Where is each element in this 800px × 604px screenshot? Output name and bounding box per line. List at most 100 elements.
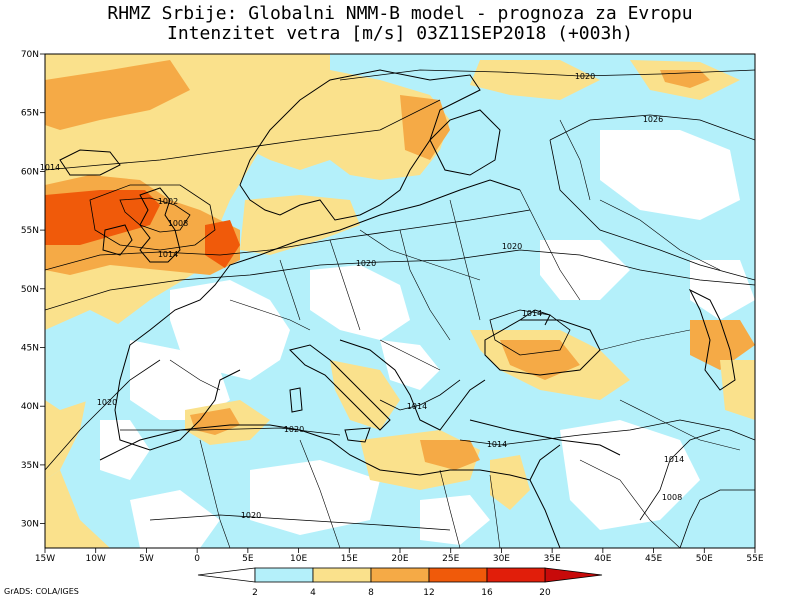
wind-zone-0-2-atlantic	[100, 420, 150, 480]
colorbar-swatch	[370, 567, 430, 583]
lon-tick-label: 50E	[696, 554, 713, 564]
isobar-label: 1008	[662, 493, 682, 502]
coastline-crimea	[519, 309, 551, 326]
wind-zone-0-2-iberia	[130, 340, 230, 420]
isobar-label: 1014	[522, 309, 542, 318]
border-segment	[449, 199, 481, 321]
isobar-label: 1020	[241, 511, 261, 520]
lat-tick-label: 35N	[21, 461, 39, 471]
wind-zone-0-2-sahara	[250, 460, 380, 535]
coastline-turkey-south	[469, 419, 621, 456]
wind-zone-0-2-russia	[600, 130, 740, 220]
isobar-label: 1014	[407, 402, 427, 411]
lon-tick-label: 5E	[242, 554, 254, 564]
coastline-sicily	[344, 427, 371, 443]
border-segment	[599, 329, 691, 351]
isobar-label: 1002	[158, 197, 178, 206]
wind-zone-8-12-gulf-bothnia	[400, 95, 450, 160]
isobar-labels: 1020 1026 1002 1008 1014 1020 1020 1014 …	[40, 72, 684, 520]
isobar-line	[45, 209, 531, 271]
isobar-label: 1008	[168, 219, 188, 228]
colorbar-swatch	[428, 567, 488, 583]
isobar-label: 1014	[40, 163, 60, 172]
lon-tick-label: 10W	[86, 554, 106, 564]
border-segment	[329, 239, 361, 331]
border-segment	[439, 469, 461, 548]
wind-zone-0-2-france	[170, 280, 290, 380]
isobar-line	[339, 69, 755, 81]
lon-tick-label: 55E	[746, 554, 763, 564]
border-segment	[299, 439, 341, 548]
lon-tick-label: 25E	[442, 554, 459, 564]
isobar-label: 1020	[356, 259, 376, 268]
map-title: RHMZ Srbije: Globalni NMM-B model - prog…	[107, 3, 693, 24]
wind-zone-0-2-ukraine	[540, 240, 630, 300]
wind-zone-0-2-africa-w	[130, 490, 220, 548]
wind-zone-4-8-denmark	[240, 195, 360, 255]
colorbar-label: 20	[539, 588, 551, 598]
lon-tick-label: 45E	[645, 554, 662, 564]
wind-zone-0-2-middle-east	[560, 420, 700, 530]
lat-tick-label: 60N	[21, 167, 39, 177]
wind-zone-8-12-north-atlantic	[45, 60, 190, 130]
colorbar-label: 2	[252, 588, 258, 598]
lat-tick-label: 50N	[21, 285, 39, 295]
border-segment	[169, 359, 221, 391]
isobar-label: 1026	[643, 115, 663, 124]
coastline-italy	[289, 344, 391, 431]
colorbar-swatch	[254, 567, 314, 583]
isobar-line	[45, 249, 755, 311]
lat-tick-label: 65N	[21, 109, 39, 119]
coastline-sardinia	[289, 387, 303, 413]
lon-tick-label: 10E	[290, 554, 307, 564]
isobar-label: 1014	[158, 250, 178, 259]
coastline-black-sea	[484, 319, 601, 376]
isobar-line	[149, 514, 451, 531]
isobar-line	[549, 139, 755, 281]
wind-zone-4-8-sw	[45, 470, 110, 548]
coastline-ireland	[102, 224, 133, 256]
border-segment	[379, 339, 441, 371]
coastline-iceland	[59, 149, 121, 176]
isobar-line	[489, 309, 571, 356]
colorbar-label: 12	[423, 588, 434, 598]
border-segment	[559, 119, 591, 201]
lon-tick-label: 30E	[493, 554, 510, 564]
coastline-finland	[429, 109, 501, 176]
wind-zone-0-2-central-europe	[310, 265, 410, 340]
lon-tick-label: 0	[194, 554, 200, 564]
coastline-north-europe	[119, 179, 521, 381]
wind-zone-8-12-central-med	[420, 440, 480, 470]
coastline-caspian	[688, 288, 736, 391]
colorbar-left-arrow	[197, 567, 256, 583]
isobar-line	[89, 184, 216, 251]
lon-tick-label: 5W	[139, 554, 154, 564]
colorbar-swatch	[486, 567, 546, 583]
coastline-iberia	[114, 369, 241, 451]
lat-tick-label: 40N	[21, 402, 39, 412]
border-segment	[599, 199, 721, 271]
lat-tick-label: 55N	[21, 226, 39, 236]
isobar-label: 1020	[97, 398, 117, 407]
isobar-line	[45, 99, 441, 171]
wind-zone-8-12-caucasus	[690, 320, 755, 370]
lon-tick-label: 40E	[594, 554, 611, 564]
wind-zone-4-8-scandinavia	[250, 70, 450, 180]
colorbar-right-arrow	[544, 567, 603, 583]
isobar-label: 1014	[664, 455, 684, 464]
lat-tick-label: 30N	[21, 520, 39, 530]
isobar-line	[549, 114, 755, 141]
isobar-line	[120, 427, 341, 436]
wind-zone-4-8-east	[720, 360, 755, 420]
colorbar-label: 16	[481, 588, 493, 598]
coastline-north-africa	[99, 424, 531, 481]
isobar-label: 1020	[502, 242, 522, 251]
lon-tick-label: 35E	[544, 554, 561, 564]
wind-zone-12-16-west	[45, 190, 160, 245]
wind-zone-4-8-north-russia	[470, 60, 600, 100]
longitude-axis: 15W 10W 5W 0 5E 10E 15E 20E 25E 30E 35E 40E 45E 50E 55…	[35, 548, 764, 564]
colorbar: 2 4 8 12 16 20	[197, 567, 603, 598]
colorbar-label: 4	[310, 588, 316, 598]
isobar-label: 1020	[284, 425, 304, 434]
